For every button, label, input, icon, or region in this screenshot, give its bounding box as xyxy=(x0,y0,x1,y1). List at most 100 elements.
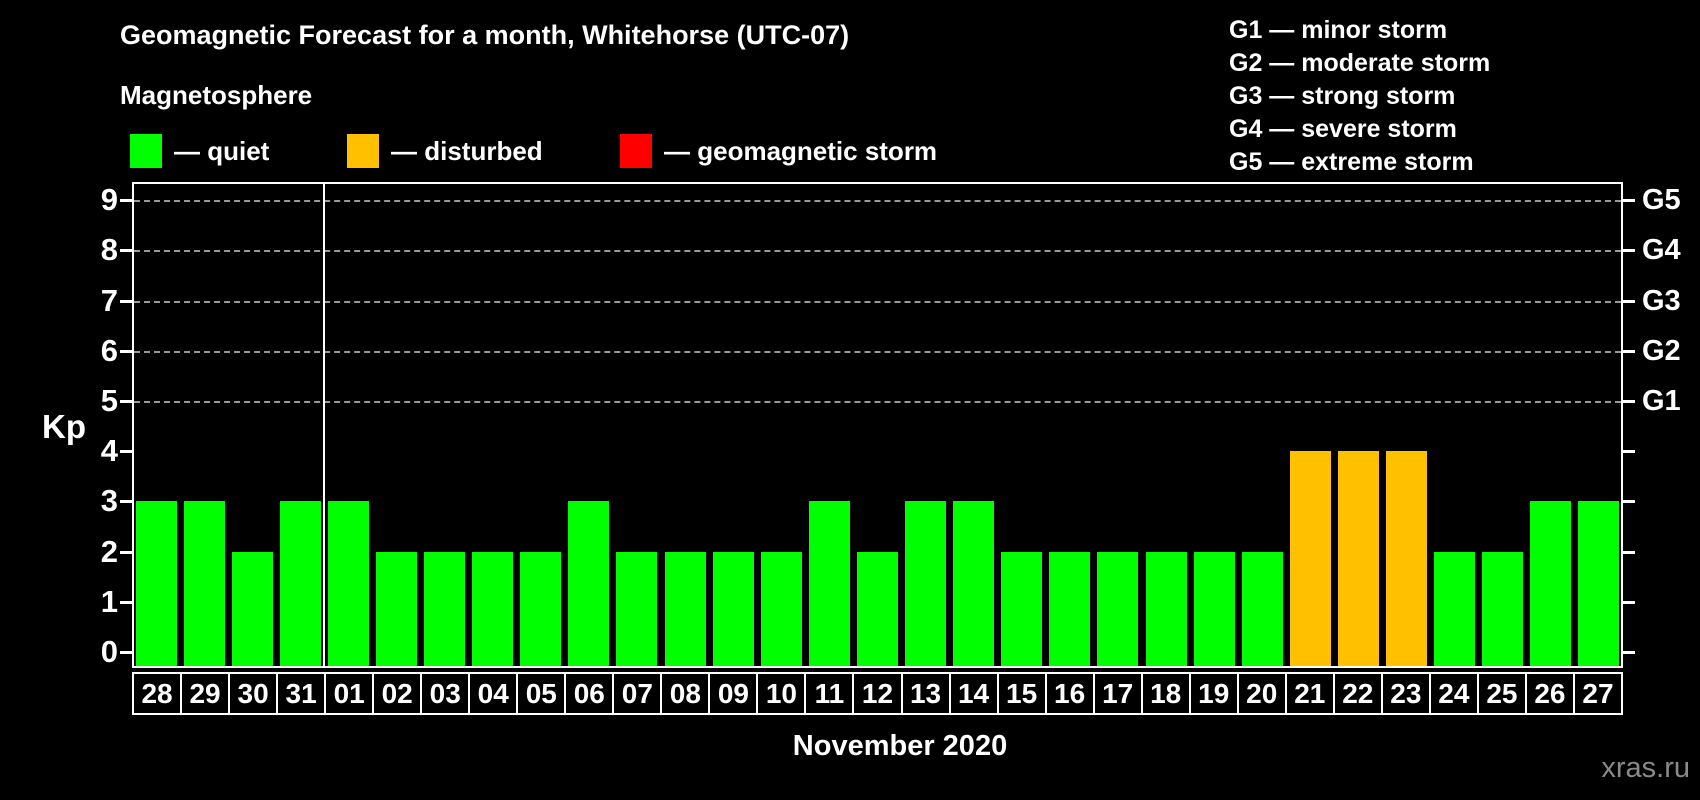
legend-label-quiet: — quiet xyxy=(174,135,270,166)
right-tick-kp0 xyxy=(1623,651,1635,654)
disturbed-color-swatch xyxy=(347,134,379,168)
ytick-label-kp6: 6 xyxy=(100,332,118,368)
g-legend-line-g3: G3 — strong storm xyxy=(1229,82,1456,110)
page-title: Geomagnetic Forecast for a month, Whiteh… xyxy=(120,20,850,50)
right-tick-kp7 xyxy=(1623,299,1635,303)
bar-13 xyxy=(905,501,946,666)
gridline-kp6 xyxy=(134,350,1621,353)
g-label-g3: G3 xyxy=(1642,284,1681,317)
left-tick-kp3 xyxy=(120,500,132,504)
date-cell-22: 22 xyxy=(1332,672,1383,715)
bar-08 xyxy=(665,552,706,666)
date-cell-21: 21 xyxy=(1284,672,1335,715)
date-cell-31: 31 xyxy=(276,672,327,715)
bar-28 xyxy=(136,501,177,666)
bar-22 xyxy=(1338,451,1379,666)
bar-19 xyxy=(1194,552,1235,666)
right-tick-kp2 xyxy=(1623,550,1635,554)
magnetosphere-subtitle: Magnetosphere xyxy=(120,80,313,110)
date-cell-06: 06 xyxy=(564,672,615,715)
date-cell-25: 25 xyxy=(1476,672,1527,715)
left-tick-kp9 xyxy=(120,199,132,203)
legend-item-quiet: — quiet xyxy=(130,133,269,169)
date-cell-26: 26 xyxy=(1524,672,1575,715)
date-cell-03: 03 xyxy=(420,672,471,715)
bar-21 xyxy=(1290,451,1331,666)
date-axis: 28 29 30 31 01 02 03 04 05 06 07 08 09 10 11 12 13 14 15 16… xyxy=(132,672,1623,715)
date-cell-20: 20 xyxy=(1236,672,1287,715)
right-tick-kp6 xyxy=(1623,349,1635,353)
g-label-g5: G5 xyxy=(1642,184,1681,217)
bar-25 xyxy=(1482,552,1523,666)
date-cell-12: 12 xyxy=(852,672,903,715)
gridline-kp8 xyxy=(134,250,1621,253)
date-cell-16: 16 xyxy=(1044,672,1095,715)
bar-07 xyxy=(616,552,657,666)
date-cell-04: 04 xyxy=(468,672,519,715)
left-tick-kp2 xyxy=(120,550,132,554)
g-legend-line-g2: G2 — moderate storm xyxy=(1229,49,1491,77)
date-cell-14: 14 xyxy=(948,672,999,715)
bar-12 xyxy=(857,552,898,666)
legend-item-disturbed: — disturbed xyxy=(347,133,543,169)
quiet-color-swatch xyxy=(130,134,162,168)
g-label-g2: G2 xyxy=(1642,334,1681,367)
bar-02 xyxy=(376,552,417,666)
bar-01 xyxy=(328,501,369,666)
left-tick-kp7 xyxy=(120,299,132,303)
date-cell-02: 02 xyxy=(372,672,423,715)
gridline-kp5 xyxy=(134,401,1621,403)
ytick-label-kp4: 4 xyxy=(100,433,118,469)
date-cell-23: 23 xyxy=(1380,672,1431,715)
right-tick-kp3 xyxy=(1623,500,1635,504)
x-axis-title: November 2020 xyxy=(792,730,1008,762)
legend-item-storm: — geomagnetic storm xyxy=(620,133,937,169)
ytick-label-kp1: 1 xyxy=(100,583,118,619)
month-separator-line xyxy=(323,184,325,666)
date-cell-27: 27 xyxy=(1572,672,1623,715)
right-tick-kp4 xyxy=(1623,450,1635,454)
g-legend-line-g1: G1 — minor storm xyxy=(1229,16,1448,44)
date-cell-28: 28 xyxy=(132,672,183,715)
bar-23 xyxy=(1386,451,1427,666)
bar-18 xyxy=(1146,552,1187,666)
bar-04 xyxy=(472,552,513,666)
bar-30 xyxy=(232,552,273,666)
g-scale-legend: G1 — minor storm G2 — moderate storm G3 … xyxy=(1229,14,1490,179)
gridline-kp7 xyxy=(134,300,1621,303)
bar-06 xyxy=(568,501,609,666)
g-legend-line-g5: G5 — extreme storm xyxy=(1229,148,1474,176)
bar-14 xyxy=(953,501,994,666)
right-tick-kp8 xyxy=(1623,249,1635,253)
watermark: xras.ru xyxy=(1601,752,1690,784)
bar-24 xyxy=(1434,552,1475,666)
storm-color-swatch xyxy=(620,134,652,168)
date-cell-05: 05 xyxy=(516,672,567,715)
bar-17 xyxy=(1097,552,1138,666)
date-cell-19: 19 xyxy=(1188,672,1239,715)
date-cell-08: 08 xyxy=(660,672,711,715)
legend-label-storm: — geomagnetic storm xyxy=(664,135,938,166)
ytick-label-kp0: 0 xyxy=(100,634,118,669)
bar-09 xyxy=(713,552,754,666)
ytick-label-kp9: 9 xyxy=(100,182,118,218)
left-tick-kp8 xyxy=(120,249,132,253)
legend-label-disturbed: — disturbed xyxy=(391,135,543,166)
bar-29 xyxy=(184,501,225,666)
ytick-label-kp5: 5 xyxy=(100,383,118,418)
date-cell-07: 07 xyxy=(612,672,663,715)
bar-03 xyxy=(424,552,465,666)
date-cell-01: 01 xyxy=(324,672,375,715)
bar-16 xyxy=(1049,552,1090,666)
bar-27 xyxy=(1578,501,1619,666)
date-cell-13: 13 xyxy=(900,672,951,715)
date-cell-10: 10 xyxy=(756,672,807,715)
ytick-label-kp3: 3 xyxy=(100,483,118,519)
bar-31 xyxy=(280,501,321,666)
left-tick-kp5 xyxy=(120,400,132,403)
date-cell-17: 17 xyxy=(1092,672,1143,715)
date-cell-29: 29 xyxy=(180,672,231,715)
bar-26 xyxy=(1530,501,1571,666)
date-cell-30: 30 xyxy=(228,672,279,715)
left-tick-kp0 xyxy=(120,651,132,654)
